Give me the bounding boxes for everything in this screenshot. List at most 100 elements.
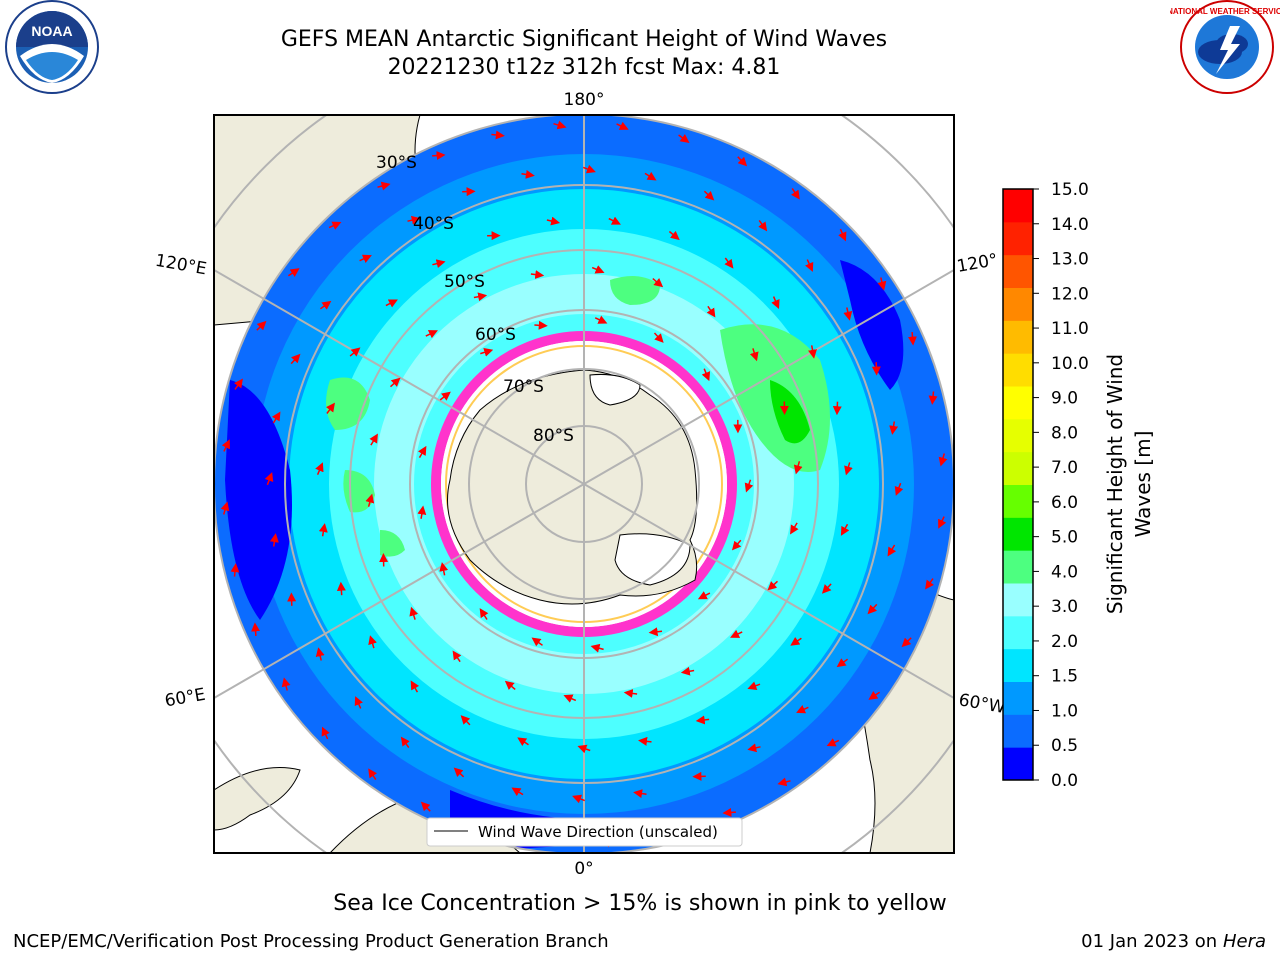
lon-label-left-lower: 60°E bbox=[163, 685, 207, 712]
wind-wave-arrow bbox=[318, 523, 328, 537]
wind-wave-arrow bbox=[594, 315, 608, 324]
wind-wave-arrow bbox=[417, 505, 427, 519]
colorbar-label-line2: Waves [m] bbox=[1131, 431, 1155, 538]
wind-wave-arrow bbox=[452, 650, 462, 663]
wind-wave-arrow bbox=[730, 629, 743, 638]
wind-wave-arrow bbox=[473, 292, 488, 302]
wind-wave-arrow bbox=[432, 259, 446, 269]
wind-wave-arrow bbox=[838, 228, 847, 242]
footer-date: 01 Jan 2023 on bbox=[1081, 931, 1218, 952]
colorbar-swatch bbox=[1003, 189, 1033, 223]
wind-wave-arrow bbox=[369, 433, 378, 446]
wind-wave-arrow bbox=[409, 606, 419, 620]
wind-wave-arrow bbox=[420, 801, 431, 812]
wind-wave-arrow bbox=[644, 171, 657, 181]
wind-wave-arrow bbox=[460, 715, 471, 726]
wind-wave-arrow bbox=[234, 378, 243, 390]
wind-wave-arrow bbox=[480, 347, 494, 357]
wind-wave-arrow bbox=[840, 523, 850, 536]
wind-wave-arrow bbox=[771, 296, 780, 310]
wind-wave-arrow bbox=[511, 787, 524, 797]
colorbar-tick-label: 4.0 bbox=[1051, 562, 1078, 582]
colorbar-frame bbox=[1002, 188, 1034, 781]
wind-wave-arrow bbox=[616, 121, 629, 130]
wind-wave-arrow bbox=[591, 265, 605, 274]
colorbar-swatch bbox=[1003, 353, 1033, 387]
wind-wave-arrow bbox=[844, 462, 853, 476]
wind-wave-arrow bbox=[836, 658, 849, 668]
wind-wave-arrow bbox=[359, 254, 372, 263]
colorbar-swatch bbox=[1003, 386, 1033, 420]
wind-wave-arrow bbox=[377, 181, 391, 191]
wind-wave-arrow bbox=[354, 696, 363, 709]
wind-wave-arrow bbox=[264, 472, 274, 486]
wind-wave-arrow bbox=[877, 277, 887, 291]
wind-wave-arrow bbox=[271, 411, 281, 424]
wind-wave-arrow bbox=[425, 330, 438, 339]
lon-label-right-upper: 120° bbox=[955, 250, 999, 277]
wind-wave-arrow bbox=[256, 320, 267, 331]
colorbar-swatch bbox=[1003, 648, 1033, 682]
colorbar-swatch bbox=[1003, 583, 1033, 617]
wind-wave-arrow bbox=[867, 603, 878, 615]
wind-wave-arrow bbox=[504, 680, 516, 690]
nws-logo-text: NATIONAL WEATHER SERVICE bbox=[1170, 7, 1280, 16]
legend-box: Wind Wave Direction (unscaled) bbox=[426, 817, 743, 847]
footer-left: NCEP/EMC/Verification Post Processing Pr… bbox=[13, 931, 609, 952]
lat-label-50: 50°S bbox=[444, 272, 485, 292]
wind-wave-arrow bbox=[281, 677, 291, 691]
wind-wave-arrow bbox=[901, 637, 912, 648]
wind-wave-arrow bbox=[572, 794, 586, 804]
wind-wave-arrow bbox=[697, 591, 711, 600]
colorbar-swatch bbox=[1003, 451, 1033, 485]
wind-wave-arrow bbox=[439, 391, 451, 401]
wind-wave-arrow bbox=[777, 777, 791, 787]
wind-wave-arrow bbox=[703, 190, 715, 201]
wind-wave-arrow bbox=[938, 516, 947, 529]
wind-wave-arrow bbox=[894, 482, 904, 496]
lat-label-40: 40°S bbox=[413, 214, 454, 234]
wind-wave-arrow bbox=[365, 493, 375, 507]
wind-wave-arrow bbox=[747, 743, 761, 753]
wind-wave-arrow bbox=[319, 300, 332, 310]
nws-logo: NATIONAL WEATHER SERVICE bbox=[1170, 0, 1280, 94]
chart-title: GEFS MEAN Antarctic Significant Height o… bbox=[280, 27, 888, 52]
colorbar-tick-label: 13.0 bbox=[1051, 250, 1089, 270]
wind-wave-arrow bbox=[491, 130, 505, 140]
wind-wave-arrow bbox=[315, 462, 324, 475]
colorbar-tick-label: 15.0 bbox=[1051, 180, 1089, 200]
wind-wave-arrow bbox=[530, 270, 545, 280]
wind-wave-arrow bbox=[843, 307, 853, 321]
lon-label-right-lower: 60°W bbox=[957, 690, 1007, 718]
wind-wave-arrow bbox=[678, 134, 690, 143]
colorbar-swatch bbox=[1003, 747, 1033, 781]
wind-wave-arrow bbox=[826, 738, 840, 747]
colorbar-tick-label: 5.0 bbox=[1051, 528, 1078, 548]
wind-wave-arrow bbox=[731, 539, 742, 551]
wind-wave-arrow bbox=[808, 345, 817, 359]
wind-wave-arrow bbox=[749, 348, 759, 362]
colorbar-swatch bbox=[1003, 287, 1033, 321]
wind-wave-arrow bbox=[315, 647, 325, 661]
wind-wave-arrow bbox=[706, 305, 716, 318]
wind-wave-arrow bbox=[737, 156, 748, 167]
colorbar-tick-label: 8.0 bbox=[1051, 423, 1078, 443]
wind-wave-arrow bbox=[389, 377, 401, 388]
wind-wave-arrow bbox=[633, 789, 647, 799]
wind-wave-arrow bbox=[868, 691, 881, 700]
wind-wave-arrow bbox=[821, 583, 832, 594]
wind-wave-arrow bbox=[328, 221, 342, 230]
colorbar-tick-label: 2.0 bbox=[1051, 632, 1078, 652]
wind-wave-arrow bbox=[790, 636, 802, 646]
caption: Sea Ice Concentration > 15% is shown in … bbox=[333, 891, 947, 916]
colorbar-tick-label: 0.5 bbox=[1051, 736, 1078, 756]
map-frame bbox=[213, 114, 955, 854]
colorbar-swatch bbox=[1003, 517, 1033, 551]
colorbar-tick-label: 0.0 bbox=[1051, 771, 1078, 791]
noaa-logo: NOAA bbox=[5, 0, 99, 94]
colorbar-tick-label: 9.0 bbox=[1051, 389, 1078, 409]
wind-wave-arrow bbox=[652, 278, 664, 288]
colorbar-tick-label: 14.0 bbox=[1051, 215, 1089, 235]
wind-wave-arrow bbox=[608, 216, 621, 225]
colorbar-tick-label: 6.0 bbox=[1051, 493, 1078, 513]
